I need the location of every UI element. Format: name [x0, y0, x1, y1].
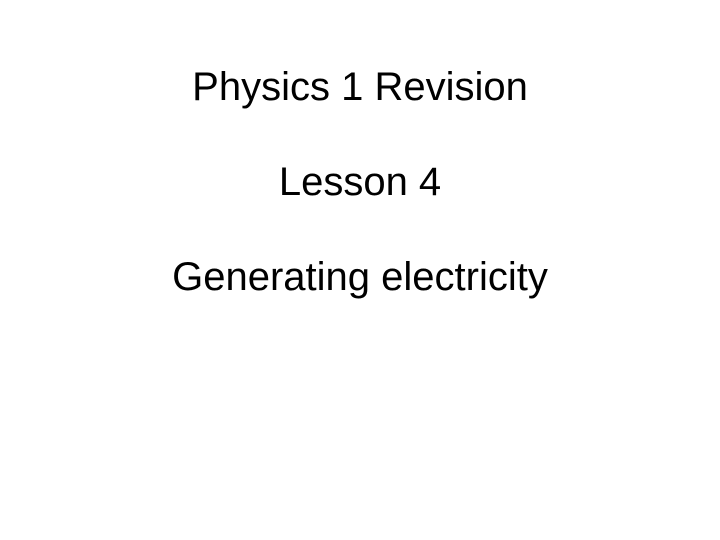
- slide-lesson: Lesson 4: [279, 160, 441, 205]
- slide-topic: Generating electricity: [172, 255, 548, 300]
- slide-title: Physics 1 Revision: [192, 65, 528, 110]
